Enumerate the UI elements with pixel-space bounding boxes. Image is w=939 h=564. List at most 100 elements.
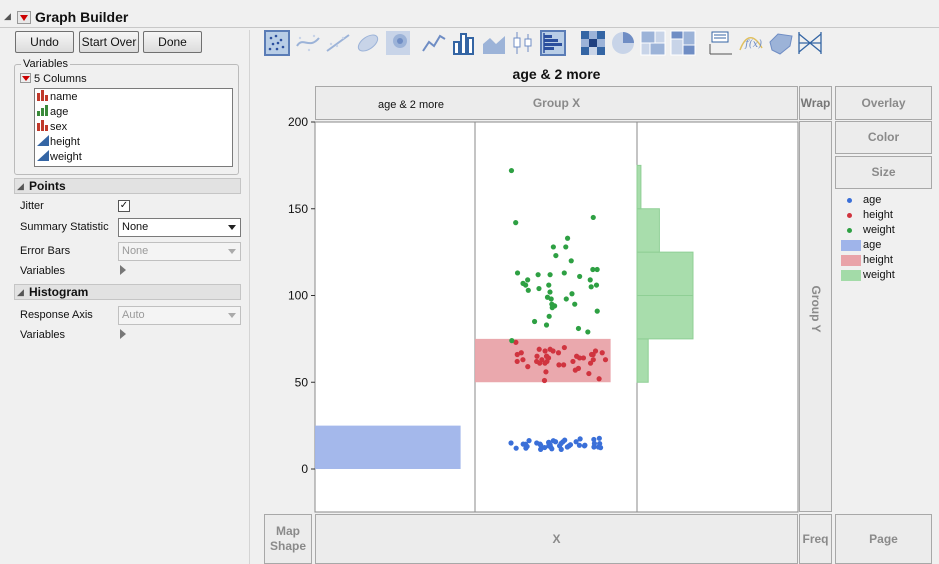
wrap-zone[interactable]: Wrap [799, 86, 832, 120]
legend-label: weight [863, 269, 895, 281]
data-point-height [556, 362, 562, 368]
histogram-icon[interactable] [540, 30, 566, 56]
line-icon[interactable] [421, 30, 447, 56]
data-point-age [596, 435, 602, 441]
summary-statistic-select[interactable]: None [118, 218, 241, 237]
y-tick-label: 100 [288, 289, 308, 303]
data-point-height [534, 358, 540, 365]
histogram-bar-weight [636, 295, 694, 340]
ellipse-icon[interactable] [355, 30, 381, 56]
data-point-height [590, 357, 596, 363]
page-zone[interactable]: Page [835, 514, 932, 564]
caption-box-icon[interactable] [708, 30, 734, 56]
data-point-weight [590, 266, 596, 273]
x-zone[interactable]: X [315, 514, 798, 564]
pie-icon[interactable] [610, 30, 636, 56]
size-zone[interactable]: Size [835, 156, 932, 189]
columns-header[interactable]: 5 Columns [20, 73, 87, 85]
column-item-age[interactable]: age [37, 105, 68, 120]
data-point-weight [563, 296, 569, 302]
map-shape-zone[interactable]: Map Shape [264, 514, 312, 564]
collapse-triangle-icon[interactable]: ◢ [17, 181, 24, 191]
collapse-triangle-icon[interactable]: ◢ [17, 287, 24, 297]
histogram-bar-weight [636, 164, 642, 210]
start-over-button[interactable]: Start Over [79, 31, 139, 53]
data-point-height [514, 351, 520, 358]
legend-label: weight [863, 224, 895, 236]
column-list[interactable]: name age sex height weight [34, 88, 233, 167]
column-name: weight [50, 151, 82, 163]
group-x-label: Group X [532, 96, 581, 110]
density-icon[interactable] [385, 30, 411, 56]
red-triangle-menu-icon[interactable] [20, 73, 31, 83]
group-y-zone[interactable]: Group Y [799, 121, 832, 512]
graph-plot-area[interactable]: 0 50 100 150 200 [278, 112, 800, 514]
parallel-icon[interactable] [797, 30, 823, 56]
area-icon[interactable] [481, 30, 507, 56]
jitter-label: Jitter [20, 200, 44, 212]
group-x-zone[interactable]: Group X age & 2 more [315, 86, 798, 120]
map-shapes-icon[interactable] [768, 30, 794, 56]
column-item-weight[interactable]: weight [37, 150, 82, 165]
y-tick-label: 0 [301, 462, 308, 476]
column-name: sex [50, 121, 68, 133]
column-item-name[interactable]: name [37, 90, 78, 105]
expand-triangle-icon[interactable] [120, 265, 126, 275]
data-point-age [538, 446, 544, 452]
data-point-age [542, 444, 548, 451]
undo-button[interactable]: Undo [15, 31, 74, 53]
color-zone[interactable]: Color [835, 121, 932, 154]
data-point-weight [577, 273, 583, 280]
data-point-weight [514, 270, 521, 276]
points-section-header[interactable]: ◢ Points [14, 178, 241, 194]
y-tick-label: 200 [288, 115, 308, 129]
data-point-weight [575, 325, 582, 332]
group-y-label: Group Y [809, 285, 823, 333]
points-icon[interactable] [264, 30, 290, 56]
data-point-age [538, 442, 544, 448]
data-point-height [588, 351, 595, 358]
columns-count: 5 Columns [34, 73, 87, 85]
overlay-zone[interactable]: Overlay [835, 86, 932, 120]
column-item-sex[interactable]: sex [37, 120, 67, 135]
graph-title: age & 2 more [512, 66, 601, 82]
data-point-age [546, 439, 552, 446]
data-point-weight [569, 291, 575, 297]
data-point-weight [594, 266, 600, 273]
data-point-weight [588, 284, 594, 290]
treemap-icon[interactable] [640, 30, 666, 56]
histogram-section-title: Histogram [29, 285, 89, 299]
data-point-weight [536, 285, 542, 292]
data-point-height [544, 353, 550, 359]
box-plot-icon[interactable] [511, 30, 537, 56]
ordinal-icon [37, 105, 49, 116]
formula-icon[interactable]: f(x) [738, 30, 764, 56]
data-point-age [591, 436, 597, 443]
collapse-triangle-icon[interactable]: ◢ [4, 11, 11, 21]
data-point-age [508, 440, 514, 446]
histogram-section-header[interactable]: ◢ Histogram [14, 284, 241, 300]
data-point-age [526, 438, 532, 444]
error-bars-value: None [122, 245, 149, 257]
data-point-height [561, 344, 567, 351]
column-item-height[interactable]: height [37, 135, 80, 150]
jitter-checkbox[interactable]: ✓ [118, 200, 130, 212]
data-point-weight [585, 329, 591, 335]
data-point-height [547, 346, 553, 352]
continuous-icon [37, 150, 49, 161]
mosaic-icon[interactable] [670, 30, 696, 56]
data-point-age [513, 445, 519, 451]
data-point-age [597, 440, 603, 447]
variables-panel-title: Variables [21, 58, 71, 70]
done-button[interactable]: Done [143, 31, 202, 53]
data-point-age [534, 440, 540, 446]
contour-icon[interactable] [295, 30, 321, 56]
red-triangle-menu-icon[interactable] [17, 11, 31, 24]
column-name: height [50, 136, 80, 148]
freq-zone[interactable]: Freq [799, 514, 832, 564]
histogram-bar-weight [636, 251, 694, 296]
expand-triangle-icon[interactable] [120, 329, 126, 339]
bar-icon[interactable] [451, 30, 477, 56]
heatmap-icon[interactable] [580, 30, 606, 56]
line-of-fit-icon[interactable] [325, 30, 351, 56]
